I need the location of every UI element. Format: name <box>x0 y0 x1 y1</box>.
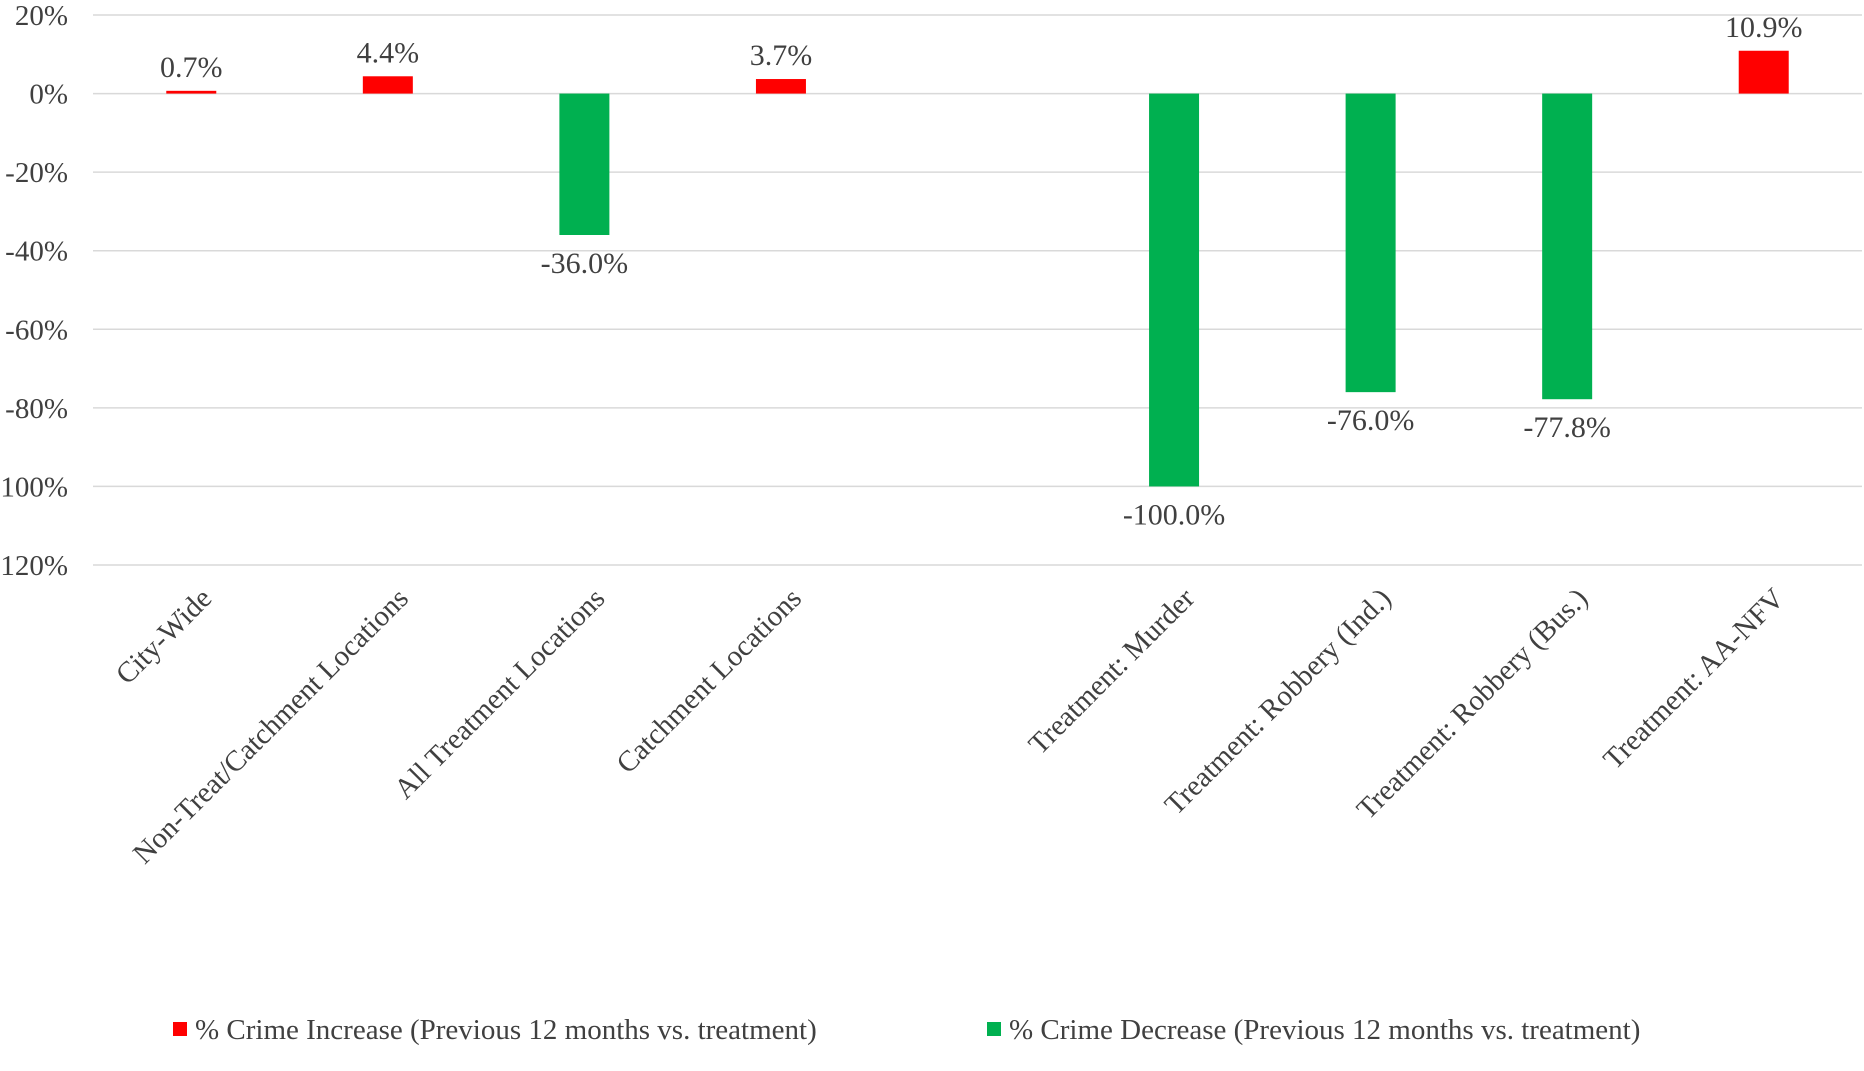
category-label: Treatment: Robbery (Ind.) <box>1159 582 1398 821</box>
y-tick-label: -120% <box>0 550 68 582</box>
bars <box>166 50 1789 487</box>
data-label: -77.8% <box>1523 411 1610 444</box>
data-label: -36.0% <box>541 247 628 280</box>
category-label: Treatment: Robbery (Bus.) <box>1351 582 1594 825</box>
legend: % Crime Increase (Previous 12 months vs.… <box>173 1014 1640 1046</box>
category-label: All Treatment Locations <box>388 582 611 805</box>
decrease-bar <box>1542 93 1593 400</box>
data-label: 4.4% <box>357 36 420 69</box>
increase-bar <box>362 76 413 94</box>
y-tick-label: -40% <box>5 236 68 268</box>
increase-bar <box>1738 50 1789 94</box>
decrease-bar <box>1149 93 1200 487</box>
category-label: Catchment Locations <box>610 582 807 779</box>
increase-bar <box>755 79 806 94</box>
y-tick-label: -20% <box>5 157 68 189</box>
y-tick-label: 20% <box>15 0 68 32</box>
category-label: Treatment: AA-NFV <box>1597 582 1790 775</box>
decrease-bar <box>559 93 610 235</box>
legend-label-increase: % Crime Increase (Previous 12 months vs.… <box>195 1014 817 1046</box>
increase-bar <box>166 90 217 94</box>
data-label: -76.0% <box>1327 404 1414 437</box>
data-label: -100.0% <box>1123 498 1225 531</box>
data-label: 3.7% <box>750 39 813 72</box>
y-tick-label: -80% <box>5 393 68 425</box>
category-label: City-Wide <box>110 582 218 690</box>
y-axis-tick-labels: -120% -100% -80% -60% -40% -20% 0% 20% <box>0 0 68 582</box>
category-label: Treatment: Murder <box>1023 582 1202 761</box>
y-tick-label: -60% <box>5 314 68 346</box>
data-label: 0.7% <box>160 51 223 84</box>
y-tick-label: 0% <box>29 79 68 111</box>
data-label: 10.9% <box>1725 11 1803 44</box>
legend-swatch-decrease <box>987 1022 1001 1036</box>
data-labels: 0.7% 4.4% 3.7% 10.9% -36.0% -100.0% -76.0% -77.… <box>160 11 1802 532</box>
legend-swatch-increase <box>173 1022 187 1036</box>
y-tick-label: -100% <box>0 471 68 503</box>
decrease-bar <box>1345 93 1396 393</box>
legend-label-decrease: % Crime Decrease (Previous 12 months vs.… <box>1009 1014 1640 1046</box>
gridlines <box>93 14 1862 566</box>
